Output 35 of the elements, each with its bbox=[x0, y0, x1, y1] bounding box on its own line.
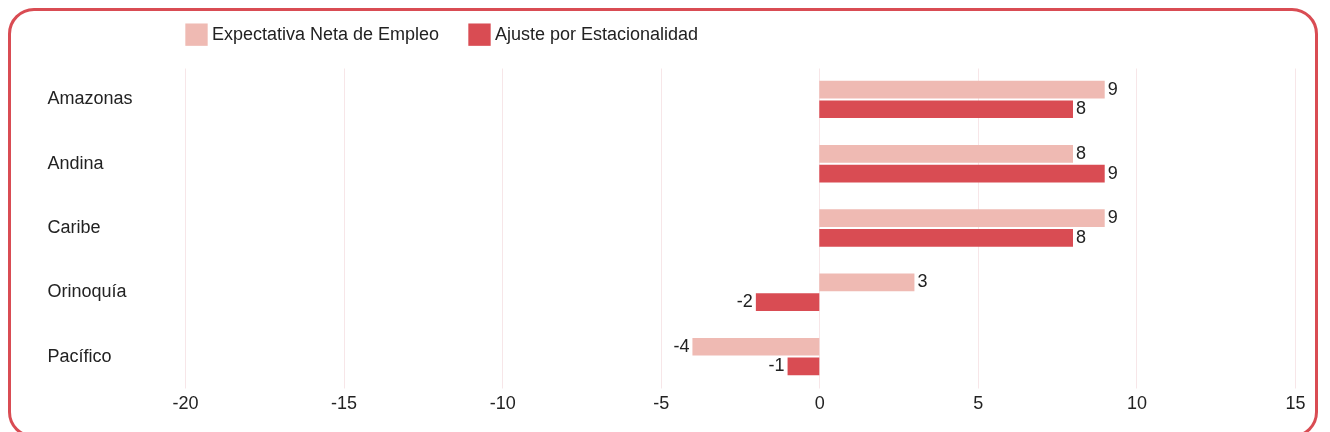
bar bbox=[819, 273, 915, 292]
x-tick-label: -5 bbox=[653, 392, 670, 413]
legend-label: Ajuste por Estacionalidad bbox=[495, 23, 699, 44]
data-label: 9 bbox=[1107, 162, 1118, 183]
data-label: 8 bbox=[1076, 226, 1087, 247]
data-label: -4 bbox=[673, 335, 690, 356]
x-tick-label: 10 bbox=[1126, 392, 1147, 413]
bar bbox=[787, 357, 820, 376]
y-tick-label: Caribe bbox=[47, 217, 101, 237]
data-label: 8 bbox=[1076, 142, 1087, 163]
y-tick-label: Orinoquía bbox=[47, 281, 128, 302]
bar bbox=[692, 337, 820, 356]
bar bbox=[819, 228, 1073, 247]
x-tick-label: -10 bbox=[489, 392, 516, 413]
bar bbox=[819, 80, 1105, 99]
y-tick-label: Amazonas bbox=[47, 88, 133, 109]
x-tick-label: 0 bbox=[814, 392, 825, 413]
y-tick-label: Pacífico bbox=[47, 345, 112, 366]
data-label: -2 bbox=[736, 291, 753, 312]
x-tick-label: -20 bbox=[172, 392, 199, 413]
data-label: 9 bbox=[1107, 207, 1118, 228]
data-label: -1 bbox=[768, 355, 785, 376]
x-tick-label: 5 bbox=[973, 392, 984, 413]
data-label: 9 bbox=[1107, 78, 1118, 99]
legend-label: Expectativa Neta de Empleo bbox=[212, 23, 440, 44]
data-label: 3 bbox=[917, 271, 928, 292]
bar bbox=[819, 145, 1073, 163]
x-tick-label: 15 bbox=[1285, 392, 1306, 413]
bar bbox=[819, 100, 1073, 119]
bar bbox=[755, 293, 820, 311]
bar bbox=[819, 209, 1105, 228]
data-label: 8 bbox=[1076, 98, 1087, 119]
bar bbox=[819, 164, 1105, 183]
y-tick-label: Andina bbox=[47, 152, 105, 173]
x-tick-label: -15 bbox=[331, 392, 358, 413]
